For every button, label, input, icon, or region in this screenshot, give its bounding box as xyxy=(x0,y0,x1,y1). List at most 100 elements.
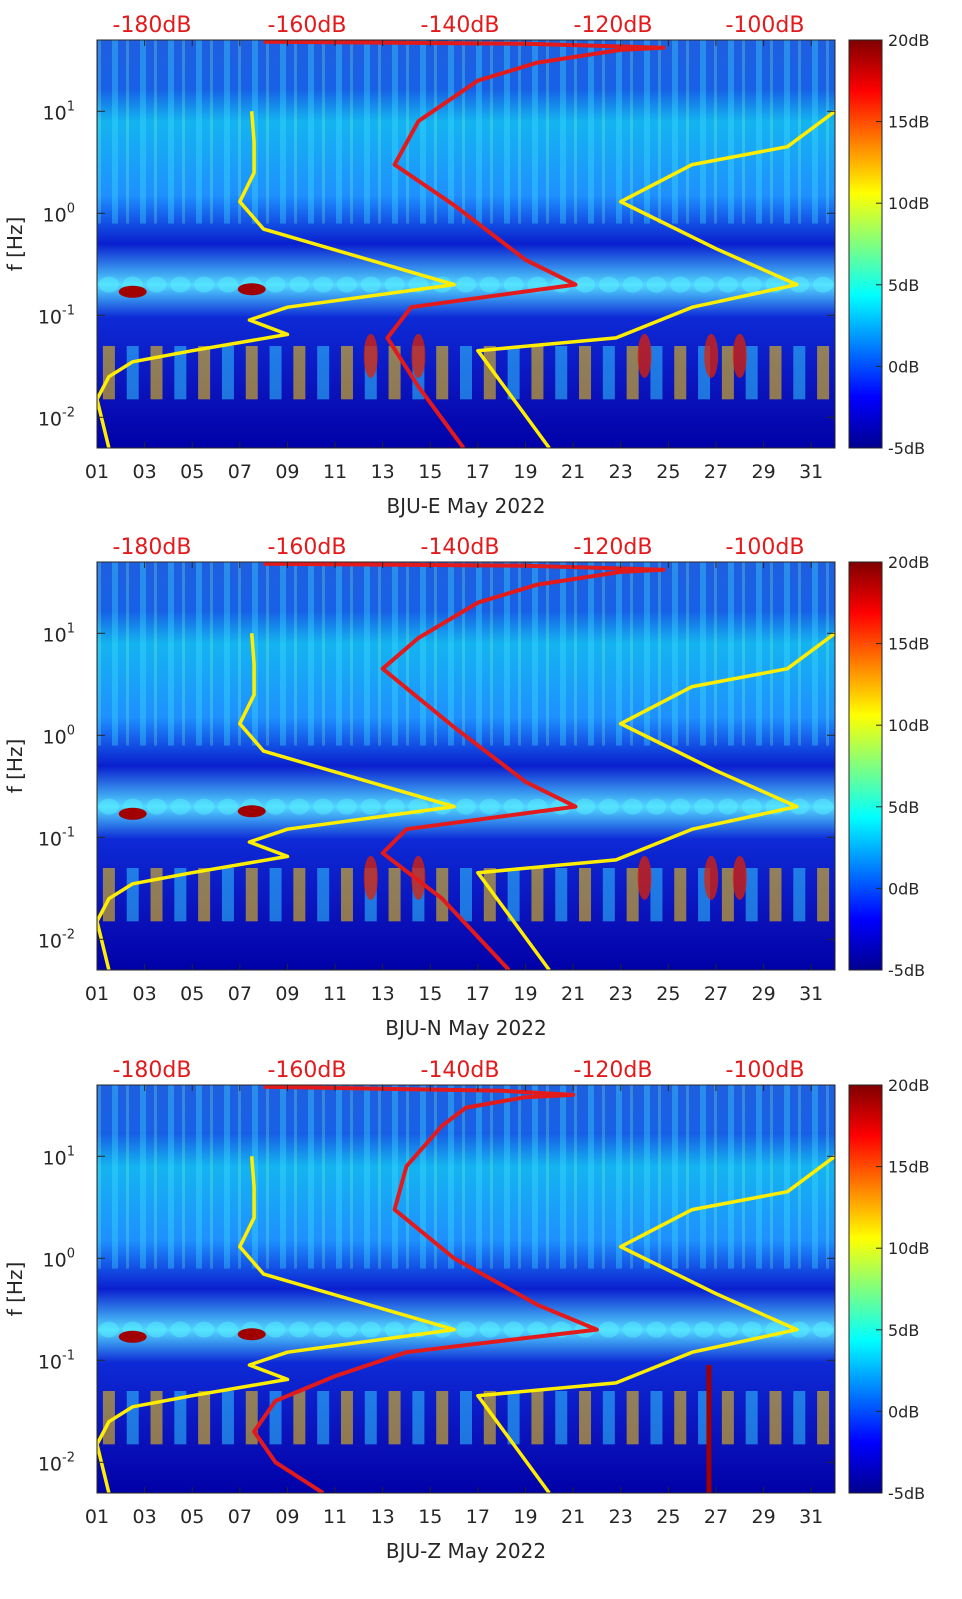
heatmap-band xyxy=(674,868,687,922)
top-db-label: -180dB xyxy=(113,535,192,560)
heatmap-band xyxy=(531,868,544,922)
heatmap-blob xyxy=(717,798,738,815)
heatmap-blob xyxy=(503,1321,524,1338)
heatmap-blob xyxy=(622,1321,643,1338)
hotspot xyxy=(363,333,378,378)
x-tick-label: 01 xyxy=(85,1506,109,1528)
heatmap-band xyxy=(412,1391,425,1445)
heatmap-band xyxy=(602,1391,615,1445)
heatmap-band xyxy=(174,868,187,922)
heatmap-band xyxy=(317,346,330,400)
heatmap-blob xyxy=(336,1321,357,1338)
x-tick-label: 21 xyxy=(561,983,585,1005)
colorbar-label: 20dB xyxy=(888,31,930,50)
x-tick-label: 05 xyxy=(180,461,204,483)
heatmap-band xyxy=(198,868,211,922)
heatmap-blob xyxy=(170,1321,191,1338)
heatmap xyxy=(97,40,835,448)
heatmap-band xyxy=(150,1391,163,1445)
heatmap-blob xyxy=(598,798,619,815)
heatmap-band xyxy=(221,346,234,400)
heatmap-blob xyxy=(694,798,715,815)
y-axis-title: f [Hz] xyxy=(3,1262,27,1317)
x-tick-label: 11 xyxy=(323,1506,347,1528)
top-db-label: -100dB xyxy=(726,1058,805,1083)
heatmap-blob xyxy=(456,276,476,293)
heatmap-blob xyxy=(194,798,215,815)
heatmap-blob xyxy=(789,276,810,293)
colorbar-label: 5dB xyxy=(888,1321,919,1340)
colorbar-label: 10dB xyxy=(888,1239,930,1258)
heatmap-band xyxy=(388,868,401,922)
heatmap-blob xyxy=(503,276,524,293)
x-tick-label: 23 xyxy=(609,461,633,483)
heatmap-band xyxy=(626,868,639,922)
heatmap-band xyxy=(602,868,615,922)
colorbar-label: 15dB xyxy=(888,113,930,132)
heatmap-blob xyxy=(313,798,334,815)
heatmap-streaks xyxy=(97,562,835,746)
plot-frame xyxy=(96,1084,836,1494)
heatmap-band xyxy=(674,346,687,400)
heatmap-blob xyxy=(289,1321,310,1338)
y-tick-label: 10-1 xyxy=(38,303,75,328)
x-tick-label: 27 xyxy=(704,461,728,483)
heatmap-band xyxy=(769,1391,782,1445)
heatmap-band xyxy=(769,346,782,400)
heatmap-blob xyxy=(479,798,500,815)
heatmap-blob xyxy=(360,1321,381,1338)
heatmap-blob xyxy=(384,276,405,293)
x-tick-label: 21 xyxy=(561,1506,585,1528)
heatmap-blob xyxy=(146,798,167,815)
colorbar-label: 15dB xyxy=(888,1158,930,1177)
heatmap-blob xyxy=(456,798,476,815)
top-db-label: -160dB xyxy=(268,535,347,560)
heatmap-blob xyxy=(527,1321,548,1338)
red-psd-curve xyxy=(263,40,666,448)
top-db-label: -180dB xyxy=(113,1058,192,1083)
heatmap-blob xyxy=(598,1321,619,1338)
heatmap-band xyxy=(340,1391,353,1445)
heatmap-band xyxy=(555,868,568,922)
hotspot xyxy=(118,1330,147,1343)
x-tick-label: 13 xyxy=(371,983,395,1005)
heatmap-band xyxy=(269,868,282,922)
heatmap-band xyxy=(507,346,520,400)
heatmap-band xyxy=(126,346,139,400)
yellow-low-noise-model xyxy=(97,1156,456,1493)
heatmap-blob xyxy=(146,1321,167,1338)
heatmap-band xyxy=(817,346,830,400)
x-tick-label: 15 xyxy=(418,983,442,1005)
heatmap-band xyxy=(245,346,258,400)
heatmap-band xyxy=(579,868,592,922)
colorbar xyxy=(848,39,883,449)
hotspot xyxy=(637,333,652,378)
heatmap-band xyxy=(674,1391,687,1445)
x-tick-label: 03 xyxy=(133,983,157,1005)
heatmap-band xyxy=(531,1391,544,1445)
x-tick-label: 03 xyxy=(133,1506,157,1528)
heatmap-band xyxy=(555,1391,568,1445)
colorbar xyxy=(848,1084,883,1494)
heatmap-band xyxy=(721,346,734,400)
y-axis-title: f [Hz] xyxy=(3,217,27,272)
y-tick-label: 101 xyxy=(43,621,75,646)
hotspot xyxy=(237,283,266,296)
heatmap-blob xyxy=(575,798,596,815)
x-tick-label: 25 xyxy=(656,461,680,483)
x-tick-label: 05 xyxy=(180,983,204,1005)
heatmap-blob xyxy=(717,1321,738,1338)
heatmap-band xyxy=(555,346,568,400)
top-db-label: -120dB xyxy=(574,1058,653,1083)
heatmap-blob xyxy=(741,1321,762,1338)
y-tick-label: 10-1 xyxy=(38,825,75,850)
heatmap-blob xyxy=(336,276,357,293)
heatmap-band xyxy=(436,1391,449,1445)
colorbar-label: 0dB xyxy=(888,879,919,898)
colorbar-label: -5dB xyxy=(888,1484,925,1503)
hotspot xyxy=(118,285,147,298)
hotspot xyxy=(363,855,378,900)
heatmap-band xyxy=(721,868,734,922)
y-tick-label: 101 xyxy=(43,99,75,124)
x-axis-title: BJU-N May 2022 xyxy=(385,1016,546,1040)
